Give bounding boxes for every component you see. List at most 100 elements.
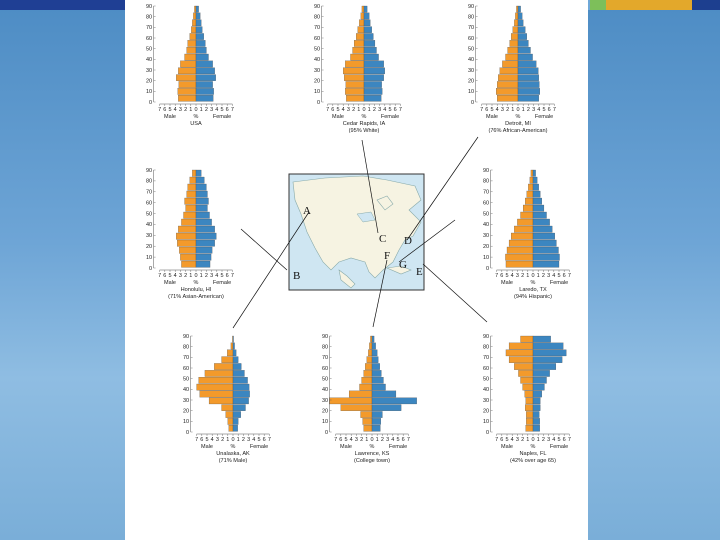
x-tick-label: 4 [383,107,386,113]
male-bar [515,12,519,20]
x-tick-label: 6 [402,437,405,443]
female-bar [532,397,541,405]
female-bar [532,377,547,384]
y-tick-label: 20 [314,78,320,84]
y-tick-label: 20 [322,408,328,414]
female-bar [195,67,215,75]
y-tick-label: 0 [486,430,489,436]
female-bar [363,81,382,88]
x-tick-label: 3 [179,273,182,279]
male-bar [363,370,373,377]
male-bar [214,363,234,370]
female-bar [195,176,205,184]
x-tick-label: 1 [357,107,360,113]
y-tick-label: 80 [183,344,189,350]
x-tick-label: 6 [563,437,566,443]
female-bar [532,169,536,177]
x-tick-label: 4 [215,273,218,279]
female-axis-label: Female [213,280,231,286]
male-bar [191,26,197,33]
female-bar [371,425,381,432]
x-tick-label: 4 [552,437,555,443]
top-bar-segment [606,0,692,10]
male-bar [511,33,519,40]
x-tick-label: 4 [391,437,394,443]
chart-subtitle: (71% Male) [219,458,248,464]
y-tick-label: 60 [314,36,320,42]
x-tick-label: 7 [480,107,483,113]
x-tick-label: 6 [226,107,229,113]
y-tick-label: 90 [483,168,489,174]
x-tick-label: 1 [189,273,192,279]
male-bar [180,60,197,68]
male-bar [346,95,365,102]
male-bar [356,33,365,40]
male-bar [369,342,373,350]
y-tick-label: 40 [468,57,474,63]
x-tick-label: 0 [194,107,197,113]
x-tick-label: 6 [263,437,266,443]
female-bar [195,5,199,13]
y-tick-label: 40 [146,222,152,228]
chart-title: Unalaska, AK [216,451,250,457]
y-tick-label: 50 [314,46,320,52]
female-bar [232,342,235,350]
percent-axis-label: % [194,114,199,120]
female-bar [195,12,201,20]
female-bar [363,47,377,54]
male-bar [508,342,534,350]
top-bar-segment [590,0,606,10]
y-tick-label: 80 [483,179,489,185]
male-bar [505,349,534,357]
male-bar [177,88,197,95]
y-tick-label: 70 [483,190,489,196]
y-tick-label: 20 [483,244,489,250]
y-tick-label: 40 [146,57,152,63]
x-tick-label: 3 [547,273,550,279]
female-bar [532,363,557,370]
female-bar [195,190,208,198]
x-tick-label: 1 [200,107,203,113]
female-bar [532,204,545,212]
x-tick-label: 2 [242,437,245,443]
map-letter: F [384,250,390,262]
y-tick-label: 70 [183,355,189,361]
y-tick-label: 50 [468,46,474,52]
x-tick-label: 5 [557,437,560,443]
male-bar [185,204,197,212]
male-bar [179,246,197,254]
male-bar [496,88,519,95]
x-tick-label: 5 [396,437,399,443]
male-bar [514,19,519,27]
male-bar [192,19,197,27]
female-bar [532,183,539,191]
percent-axis-label: % [531,444,536,450]
male-bar [176,74,197,81]
male-bar [329,397,373,405]
male-bar [178,95,197,102]
connector-line [406,136,479,241]
male-bar [497,95,519,102]
female-bar [371,383,386,391]
female-bar [532,218,550,226]
male-bar [530,169,534,177]
x-tick-label: 5 [257,437,260,443]
y-tick-label: 20 [183,408,189,414]
female-bar [517,81,540,88]
x-tick-label: 0 [516,107,519,113]
map-group: A B C D E FG [288,173,425,291]
x-tick-label: 4 [215,107,218,113]
male-axis-label: Male [164,114,176,120]
male-axis-label: Male [501,280,513,286]
x-tick-label: 3 [501,107,504,113]
male-bar [366,356,373,363]
male-bar [198,377,234,384]
x-tick-label: 7 [326,107,329,113]
x-tick-label: 7 [158,273,161,279]
female-bar [371,418,381,425]
percent-axis-label: % [531,280,536,286]
connector-lines [232,136,488,329]
female-bar [363,19,371,27]
x-tick-label: 4 [174,107,177,113]
